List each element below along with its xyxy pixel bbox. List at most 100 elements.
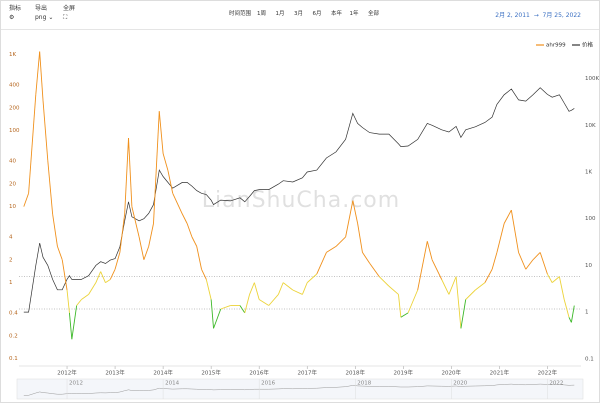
ahr999-segment [220,305,231,310]
ahr999-segment [138,236,145,260]
ahr999-segment [114,252,121,270]
ahr999-segment [563,299,570,318]
y-tick-label: 4 [9,234,13,240]
x-tick-label: 2014年 [153,369,173,377]
ahr999-segment [158,111,164,154]
y2-tick-label: 10K [585,123,596,129]
ahr999-segment [465,289,476,300]
x-tick-label: 2018年 [345,369,365,377]
ahr999-segment [460,299,467,329]
y-tick-label: 20 [9,181,16,187]
range-button[interactable]: 本年 [331,11,343,17]
range-button[interactable]: 6月 [312,11,322,17]
ahr999-segment [388,285,399,295]
ahr999-segment [148,223,154,247]
ahr999-segment [301,282,308,295]
navigator-tick-label: 2022 [549,381,563,387]
ahr999-segment [491,252,498,270]
ahr999-segment [124,137,129,215]
navigator-tick-label: 2018 [357,381,371,387]
ahr999-segment [525,259,534,270]
ahr999-segment [61,259,68,291]
ahr999-segment [258,299,270,306]
ahr999-segment [357,223,363,253]
ahr999-segment [71,305,78,340]
fullscreen-button[interactable]: 全屏 ⛶ [63,5,76,21]
ahr999-segment [441,279,450,295]
range-button[interactable]: 全部 [368,11,380,17]
range-button[interactable]: 1年 [349,11,359,17]
y-tick-label: 100 [9,128,20,134]
ahr999-segment [400,312,409,318]
ahr999-segment [306,273,318,283]
ahr999-segment [28,94,37,194]
ahr999-segment [210,299,214,329]
ahr999-segment [570,305,575,323]
ahr999-segment [196,246,202,270]
ahr999-segment [292,289,303,295]
x-tick-label: 2017年 [297,369,317,377]
format: png [35,14,47,21]
ahr999-segment [484,269,493,283]
y-tick-label: 1K [9,52,16,58]
ahr999-segment [88,282,97,295]
range-button[interactable]: 1周 [257,11,266,17]
ahr999-segment [546,273,553,283]
ahr999-segment [316,252,327,275]
y2-tick-label: 1K [585,170,592,176]
ahr999-segment [335,236,346,247]
ahr999-segment [431,259,443,280]
x-tick-label: 2016年 [249,369,269,377]
ahr999-segment [268,294,279,306]
ahr999-segment [282,282,294,291]
ahr999-segment [109,269,116,280]
legend-label: ahr999 [546,43,566,49]
ahr999-segment [558,276,565,300]
ahr999-segment [35,51,41,95]
indicator-button[interactable]: 指标 ⚙ [9,5,22,21]
ahr999-segment [417,241,428,291]
ahr999-segment [57,246,63,260]
ahr999-segment [503,209,512,224]
ahr999-segment [201,269,207,280]
export-button[interactable]: 导出 png ⌄ [35,5,54,21]
ahr999-segment [518,252,527,270]
ahr999-segment [186,223,193,238]
price-line [23,87,575,313]
ahr999-segment [362,252,371,264]
y-tick-label: 0.1 [9,356,18,362]
y2-tick-label: 10 [585,263,592,269]
ahr999-segment [66,289,70,313]
navigator[interactable] [16,378,584,400]
ahr999-segment [81,294,89,300]
ahr999-segment [532,252,541,261]
ahr999-segment [448,276,457,295]
label: 全屏 [63,5,76,12]
range-button[interactable]: 3月 [294,11,303,17]
y2-tick-label: 100 [585,216,596,222]
ahr999-segment [52,213,58,247]
ahr999-segment [510,210,519,253]
x-tick-label: 2021年 [490,369,510,377]
ahr999-segment [153,111,160,224]
x-tick-label: 2019年 [394,369,414,377]
ahr999-segment [68,312,73,340]
legend-label: 价格 [582,41,594,49]
date-start: 2月 2, 2011 [495,12,530,19]
ahr999-segment [172,193,183,215]
y2-tick-label: 0.1 [585,356,594,362]
y-tick-label: 0.2 [9,333,18,339]
ahr999-segment [407,289,419,314]
ahr999-segment [23,193,30,207]
ahr999-segment [378,276,390,287]
x-tick-label: 2012年 [57,369,77,377]
date-range[interactable]: 2月 2, 2011 → 7月 25, 2022 [495,12,581,19]
ahr999-segment [352,200,359,224]
range-button[interactable]: 1月 [275,11,285,17]
y-tick-label: 0.4 [9,310,18,316]
ahr999-segment [253,282,260,300]
ahr999-segment [143,246,150,260]
ahr999-segment [426,241,433,260]
ahr999-segment [131,206,140,237]
